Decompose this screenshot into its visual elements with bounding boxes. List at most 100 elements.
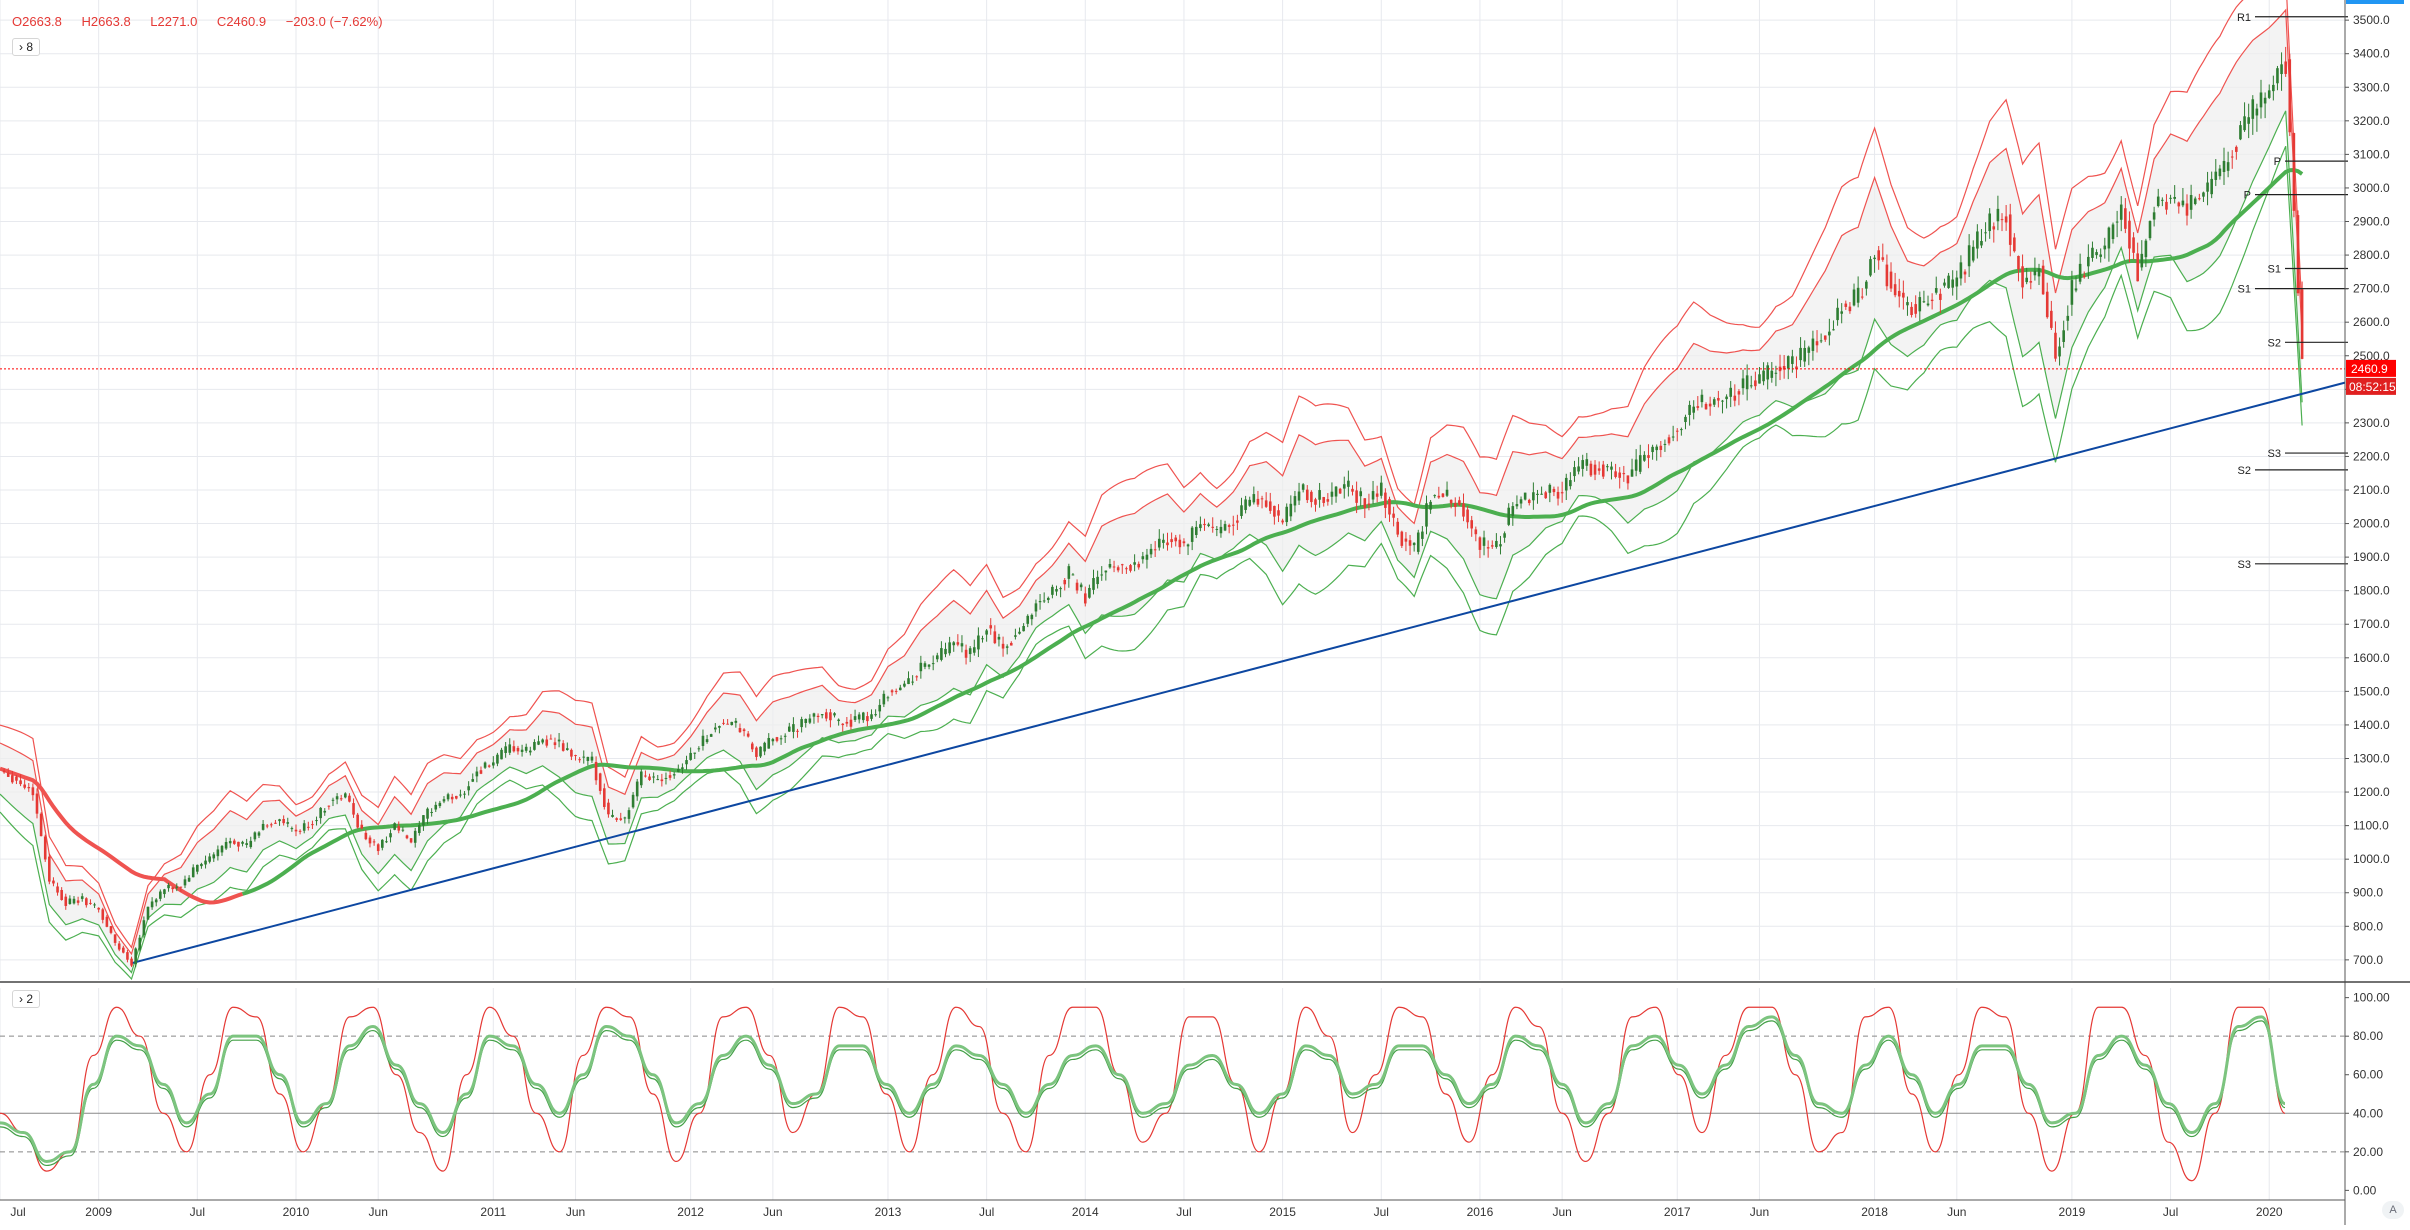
candle (2033, 270, 2037, 276)
osc-tick-label: 20.00 (2353, 1145, 2383, 1159)
candle (1758, 374, 1761, 384)
candle (2128, 220, 2131, 249)
osc-signal-line (0, 1020, 2286, 1167)
candle (1334, 486, 1338, 497)
candle (746, 733, 750, 737)
candle (2300, 289, 2304, 359)
candle (2000, 219, 2004, 221)
ohlc-open: O2663.8 (12, 14, 62, 29)
candle (635, 781, 639, 797)
candle (278, 819, 281, 822)
candle (2058, 346, 2061, 357)
candle (861, 712, 865, 721)
candle (664, 777, 668, 779)
candle (1564, 477, 1568, 491)
candle (1996, 208, 2000, 222)
date-tick-label: Jul (10, 1205, 25, 1219)
candle (1264, 500, 1268, 507)
candle (516, 747, 520, 752)
candle (672, 774, 676, 776)
candle (1437, 495, 1441, 498)
price-tick-label: 2300.0 (2353, 416, 2390, 430)
candle (1445, 489, 1449, 496)
candle (1655, 446, 1658, 451)
candle (656, 779, 660, 781)
candle (265, 825, 269, 827)
candle (1766, 365, 1769, 380)
candle (1684, 416, 1687, 423)
pivot-label: S3 (2238, 559, 2251, 571)
date-tick-label: Jun (1947, 1205, 1966, 1219)
candle (1305, 489, 1309, 501)
candle (1199, 524, 1202, 529)
candle (870, 714, 873, 719)
candle (1527, 499, 1531, 504)
candle (2017, 255, 2020, 270)
candle (968, 648, 972, 655)
candle (159, 891, 162, 899)
candle (418, 825, 421, 834)
candle (2070, 280, 2074, 305)
candle (1860, 296, 1864, 298)
candle (142, 920, 146, 935)
price-tick-label: 3300.0 (2353, 80, 2390, 94)
candle (1162, 539, 1165, 543)
candle (775, 737, 779, 741)
candle (2103, 245, 2107, 250)
candle (2214, 171, 2218, 180)
candle (718, 725, 721, 728)
candle (187, 877, 191, 882)
candles (2, 46, 2304, 968)
candle (97, 907, 100, 910)
osc-indicators-toggle[interactable]: › 2 (12, 990, 41, 1008)
candle (1589, 463, 1593, 476)
date-tick-label: Jul (979, 1205, 994, 1219)
candle (1573, 467, 1576, 477)
candle (1318, 490, 1321, 500)
candle (705, 739, 709, 743)
candle (196, 864, 199, 872)
candle (977, 635, 980, 650)
candle (944, 648, 947, 655)
candle (894, 690, 898, 692)
candle (1832, 329, 1835, 331)
price-tick-label: 1000.0 (2353, 852, 2390, 866)
candle (981, 638, 984, 640)
main-indicators-toggle[interactable]: › 8 (12, 38, 41, 56)
date-tick-label: 2015 (1269, 1205, 1296, 1219)
pivot-label: S2 (2238, 465, 2251, 477)
candle (1400, 531, 1404, 546)
candle (1384, 492, 1387, 508)
ohlc-high: H2663.8 (81, 14, 131, 29)
candle (1215, 528, 1219, 530)
candle (853, 716, 857, 720)
candle (1532, 492, 1535, 501)
price-tick-label: 700.0 (2353, 953, 2383, 967)
candle (1260, 498, 1264, 500)
candle (693, 752, 697, 754)
candle (2185, 203, 2189, 216)
candle (2078, 263, 2082, 282)
candle (722, 722, 725, 724)
candle (2189, 195, 2193, 210)
candle (360, 824, 364, 829)
osc-tick-label: 40.00 (2353, 1106, 2383, 1120)
candle (2, 770, 6, 773)
candle (890, 690, 894, 693)
auto-scale-button[interactable]: A (2382, 1201, 2404, 1219)
candle (315, 820, 318, 822)
candle (1902, 292, 1905, 298)
candle (730, 721, 734, 726)
candle (413, 830, 417, 843)
candle (2037, 268, 2041, 277)
candle (1601, 464, 1605, 477)
candle (1453, 503, 1457, 508)
candle (261, 823, 265, 830)
ohlc-legend: O2663.8 H2663.8 L2271.0 C2460.9 −203.0 (… (12, 14, 391, 29)
candle (327, 805, 331, 807)
candle (2029, 281, 2033, 283)
candle (479, 770, 483, 774)
candle (1675, 430, 1679, 432)
